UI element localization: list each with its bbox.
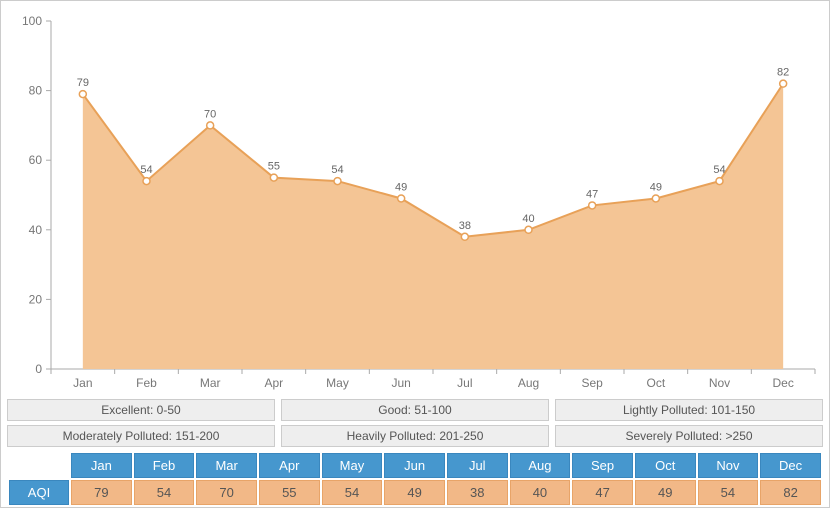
col-feb: Feb bbox=[134, 453, 195, 478]
col-apr: Apr bbox=[259, 453, 320, 478]
legend-lightly-polluted: Lightly Polluted: 101-150 bbox=[555, 399, 823, 421]
svg-text:38: 38 bbox=[459, 220, 471, 232]
chart-frame: 020406080100JanFebMarAprMayJunJulAugSepO… bbox=[0, 0, 830, 508]
svg-text:Apr: Apr bbox=[264, 376, 283, 390]
val-mar: 70 bbox=[196, 480, 257, 505]
svg-text:49: 49 bbox=[650, 181, 662, 193]
legend-severely-polluted: Severely Polluted: >250 bbox=[555, 425, 823, 447]
svg-text:54: 54 bbox=[140, 164, 152, 176]
svg-text:20: 20 bbox=[29, 292, 43, 306]
svg-text:54: 54 bbox=[713, 164, 725, 176]
legend-moderately-polluted: Moderately Polluted: 151-200 bbox=[7, 425, 275, 447]
svg-text:47: 47 bbox=[586, 188, 598, 200]
svg-text:Feb: Feb bbox=[136, 376, 157, 390]
legend-excellent: Excellent: 0-50 bbox=[7, 399, 275, 421]
svg-text:79: 79 bbox=[77, 77, 89, 89]
col-jun: Jun bbox=[384, 453, 445, 478]
col-oct: Oct bbox=[635, 453, 696, 478]
svg-text:Aug: Aug bbox=[518, 376, 539, 390]
svg-text:Dec: Dec bbox=[772, 376, 793, 390]
svg-text:40: 40 bbox=[522, 213, 534, 225]
table-row: AQI 79 54 70 55 54 49 38 40 47 49 54 82 bbox=[9, 480, 821, 505]
svg-text:80: 80 bbox=[29, 84, 43, 98]
svg-text:Sep: Sep bbox=[581, 376, 603, 390]
svg-text:40: 40 bbox=[29, 223, 43, 237]
svg-text:54: 54 bbox=[331, 164, 343, 176]
col-jul: Jul bbox=[447, 453, 508, 478]
col-nov: Nov bbox=[698, 453, 759, 478]
val-nov: 54 bbox=[698, 480, 759, 505]
legend-heavily-polluted: Heavily Polluted: 201-250 bbox=[281, 425, 549, 447]
svg-text:100: 100 bbox=[22, 14, 42, 28]
svg-text:55: 55 bbox=[268, 161, 280, 173]
val-jun: 49 bbox=[384, 480, 445, 505]
aqi-table: Jan Feb Mar Apr May Jun Jul Aug Sep Oct … bbox=[7, 451, 823, 507]
legend-row-1: Excellent: 0-50 Good: 51-100 Lightly Pol… bbox=[7, 399, 823, 421]
svg-text:0: 0 bbox=[35, 362, 42, 376]
val-jul: 38 bbox=[447, 480, 508, 505]
val-jan: 79 bbox=[71, 480, 132, 505]
svg-text:70: 70 bbox=[204, 108, 216, 120]
val-aug: 40 bbox=[510, 480, 571, 505]
table-header-row: Jan Feb Mar Apr May Jun Jul Aug Sep Oct … bbox=[9, 453, 821, 478]
col-mar: Mar bbox=[196, 453, 257, 478]
val-apr: 55 bbox=[259, 480, 320, 505]
svg-text:Jul: Jul bbox=[457, 376, 472, 390]
svg-text:Nov: Nov bbox=[709, 376, 730, 390]
val-dec: 82 bbox=[760, 480, 821, 505]
col-jan: Jan bbox=[71, 453, 132, 478]
legend-good: Good: 51-100 bbox=[281, 399, 549, 421]
val-sep: 47 bbox=[572, 480, 633, 505]
legend-row-2: Moderately Polluted: 151-200 Heavily Pol… bbox=[7, 425, 823, 447]
row-label-aqi: AQI bbox=[9, 480, 69, 505]
svg-text:Oct: Oct bbox=[646, 376, 665, 390]
svg-text:49: 49 bbox=[395, 181, 407, 193]
col-may: May bbox=[322, 453, 383, 478]
legend: Excellent: 0-50 Good: 51-100 Lightly Pol… bbox=[7, 399, 823, 447]
col-aug: Aug bbox=[510, 453, 571, 478]
svg-text:Mar: Mar bbox=[200, 376, 221, 390]
val-oct: 49 bbox=[635, 480, 696, 505]
area-chart: 0 20 40 60 80 100 Jan Feb Mar Apr May Jun Jul Aug Sep O… bbox=[7, 7, 823, 395]
svg-text:Jun: Jun bbox=[391, 376, 410, 390]
val-may: 54 bbox=[322, 480, 383, 505]
col-sep: Sep bbox=[572, 453, 633, 478]
svg-text:82: 82 bbox=[777, 67, 789, 79]
val-feb: 54 bbox=[134, 480, 195, 505]
svg-text:Jan: Jan bbox=[73, 376, 92, 390]
table-corner bbox=[9, 453, 69, 478]
svg-text:May: May bbox=[326, 376, 349, 390]
svg-text:60: 60 bbox=[29, 153, 43, 167]
col-dec: Dec bbox=[760, 453, 821, 478]
